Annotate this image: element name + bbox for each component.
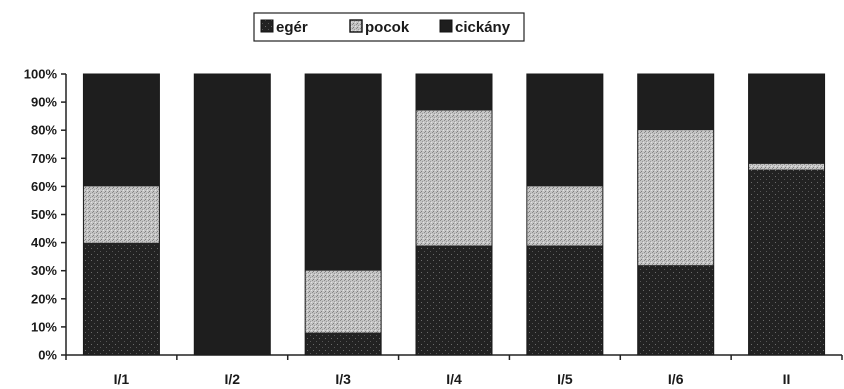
legend-item-eger: egér — [260, 19, 308, 36]
legend-label-pocok: pocok — [365, 19, 410, 36]
bar-outline — [193, 73, 271, 356]
x-tick-label: I/4 — [446, 371, 462, 387]
legend-label-eger: egér — [276, 19, 308, 36]
bar-segment-pocok — [637, 130, 714, 266]
x-tick-label: I/3 — [335, 371, 351, 387]
bar-segment-eger — [305, 332, 382, 355]
y-axis: 0% 10% 20% 30% 40% 50% 60% 70% 80% 90% 100% — [24, 67, 67, 363]
bar-segment-cickany — [305, 74, 382, 271]
legend-item-pocok: pocok — [349, 19, 410, 36]
bar-segment-cickany — [637, 74, 714, 131]
x-axis: I/1 I/2 I/3 I/4 I/5 I/6 II — [65, 354, 843, 387]
bar-outline — [82, 73, 160, 356]
x-tick-label: I/5 — [557, 371, 573, 387]
x-tick-label: I/6 — [668, 371, 684, 387]
bar-segment-cickany — [194, 74, 271, 355]
bar-segment-cickany — [416, 74, 492, 111]
legend-label-cickany: cickány — [455, 19, 511, 36]
legend-swatch-eger — [260, 19, 274, 33]
bar-segment-eger — [416, 245, 492, 355]
bar-segment-cickany — [83, 74, 160, 187]
bar-segment-pocok — [416, 110, 492, 246]
y-tick-label: 70% — [31, 151, 57, 166]
legend-frame — [253, 12, 525, 42]
bar-outline — [415, 73, 493, 356]
bar-segment-eger — [637, 265, 714, 355]
y-tick-label: 0% — [38, 348, 57, 363]
bar-segment-pocok — [526, 186, 603, 246]
bar-segment-eger — [748, 169, 825, 355]
bar-segment-eger — [526, 245, 603, 355]
bar-segment-cickany — [748, 74, 825, 164]
bar-outline — [526, 73, 604, 356]
x-tick-label: I/1 — [114, 371, 130, 387]
bar-outline — [748, 73, 826, 356]
legend-swatch-cickany — [439, 19, 453, 33]
x-tick-label: II — [783, 371, 791, 387]
bar-segment-pocok — [748, 163, 825, 170]
legend-swatch-pocok — [349, 19, 363, 33]
x-tick-label: I/2 — [224, 371, 240, 387]
bar-outline — [637, 73, 715, 356]
y-tick-label: 20% — [31, 291, 57, 306]
legend-item-cickany: cickány — [439, 19, 511, 36]
bars — [82, 73, 826, 356]
bar-outline — [304, 73, 382, 356]
y-tick-label: 40% — [31, 235, 57, 250]
y-tick-label: 60% — [31, 179, 57, 194]
legend: egér pocok cickány — [253, 12, 525, 42]
bar-segment-cickany — [526, 74, 603, 187]
bar-segment-eger — [83, 242, 160, 355]
y-tick-label: 100% — [24, 67, 58, 82]
bar-segment-pocok — [305, 270, 382, 333]
y-tick-label: 50% — [31, 207, 57, 222]
y-tick-label: 90% — [31, 95, 57, 110]
y-tick-label: 80% — [31, 123, 57, 138]
bar-segment-pocok — [83, 186, 160, 243]
y-tick-label: 10% — [31, 319, 57, 334]
y-tick-label: 30% — [31, 263, 57, 278]
